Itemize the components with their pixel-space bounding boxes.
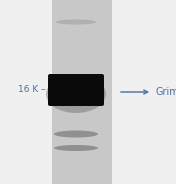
Ellipse shape bbox=[56, 20, 96, 24]
Text: 16 K –: 16 K – bbox=[18, 86, 46, 95]
Bar bbox=[52, 0, 112, 184]
Ellipse shape bbox=[54, 145, 98, 151]
Ellipse shape bbox=[54, 130, 98, 137]
Text: Grim19: Grim19 bbox=[156, 87, 176, 97]
FancyBboxPatch shape bbox=[48, 74, 104, 106]
Ellipse shape bbox=[46, 75, 106, 113]
